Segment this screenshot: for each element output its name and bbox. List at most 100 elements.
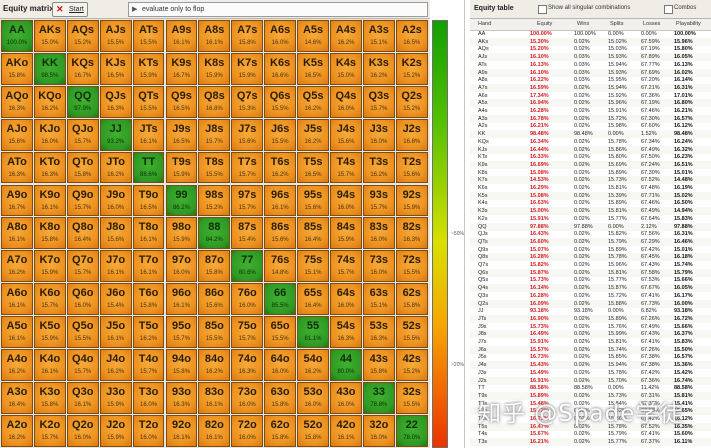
- hand-cell[interactable]: 62s 15.8%: [395, 283, 428, 316]
- hand-cell[interactable]: 75o 15.7%: [231, 316, 264, 348]
- pair-hand-cell[interactable]: 66 85.5%: [264, 283, 297, 316]
- table-row[interactable]: A4s 16.28% 0.02% 15.91% 67.46% 16.21%: [470, 107, 711, 115]
- table-row[interactable]: K5s 15.08% 0.02% 15.39% 67.71% 15.02%: [470, 191, 711, 200]
- hand-cell[interactable]: Q5s 16.2%: [297, 85, 329, 118]
- table-row[interactable]: K4s 16.63% 0.02% 15.89% 67.46% 16.50%: [470, 199, 711, 207]
- column-hand[interactable]: Hand: [478, 21, 492, 27]
- hand-cell[interactable]: J4o 16.2%: [99, 349, 132, 381]
- hand-cell[interactable]: Q8o 16.4%: [66, 217, 99, 250]
- table-row[interactable]: KJs 16.44% 0.02% 15.86% 67.49% 16.32%: [470, 145, 711, 154]
- table-row[interactable]: K6s 16.29% 0.02% 15.81% 67.48% 16.19%: [470, 184, 711, 192]
- table-row[interactable]: Q8s 16.28% 0.02% 15.78% 67.45% 16.18%: [470, 253, 711, 262]
- hand-cell[interactable]: T9o 16.5%: [132, 184, 165, 217]
- hand-cell[interactable]: K6o 15.7%: [33, 283, 66, 316]
- hand-cell[interactable]: T7s 15.7%: [231, 151, 264, 184]
- hand-cell[interactable]: 65o 15.5%: [264, 316, 297, 348]
- table-row[interactable]: J2s 16.91% 0.02% 15.70% 67.36% 16.74%: [470, 376, 711, 385]
- pair-hand-cell[interactable]: 99 86.2%: [165, 184, 198, 217]
- hand-cell[interactable]: J5s 16.2%: [297, 118, 329, 151]
- hand-cell[interactable]: 83s 16.0%: [362, 217, 395, 250]
- table-row[interactable]: A2s 16.21% 0.02% 15.98% 67.60% 16.12%: [470, 122, 711, 130]
- column-losses[interactable]: Losses: [643, 21, 661, 27]
- table-row[interactable]: Q3s 16.28% 0.02% 15.72% 67.41% 16.17%: [470, 292, 711, 300]
- hand-cell[interactable]: KQo 16.2%: [33, 85, 66, 118]
- hand-cell[interactable]: K2o 15.7%: [33, 414, 66, 447]
- table-row[interactable]: A8s 16.22% 0.03% 15.95% 67.20% 16.14%: [470, 76, 711, 84]
- table-row[interactable]: JJ 93.18% 93.18% 0.00% 6.82% 93.18%: [470, 307, 711, 315]
- hand-cell[interactable]: K9s 16.7%: [165, 52, 198, 85]
- hand-cell[interactable]: K3s 16.2%: [362, 52, 395, 85]
- hand-cell[interactable]: 43s 15.8%: [362, 349, 395, 381]
- hand-cell[interactable]: J3s 16.0%: [362, 118, 395, 151]
- hand-cell[interactable]: T5s 16.5%: [297, 151, 329, 184]
- table-row[interactable]: J7s 15.91% 0.02% 15.81% 67.41% 15.83%: [470, 338, 711, 346]
- hand-cell[interactable]: K8o 15.8%: [33, 217, 66, 250]
- hand-cell[interactable]: T4o 15.7%: [132, 349, 165, 381]
- hand-cell[interactable]: J8o 15.6%: [99, 217, 132, 250]
- hand-cell[interactable]: 82o 16.1%: [198, 414, 231, 447]
- table-row[interactable]: A9s 16.10% 0.03% 15.93% 67.69% 16.02%: [470, 68, 711, 77]
- hand-cell[interactable]: 63o 15.8%: [264, 381, 297, 414]
- hand-cell[interactable]: 84s 15.9%: [330, 217, 362, 250]
- hand-cell[interactable]: A6s 16.0%: [264, 20, 297, 52]
- hand-cell[interactable]: 95o 15.7%: [165, 316, 198, 348]
- hand-cell[interactable]: K7o 15.9%: [33, 250, 66, 283]
- pair-hand-cell[interactable]: AA 100.0%: [1, 20, 33, 52]
- hand-cell[interactable]: QJo 15.7%: [66, 118, 99, 151]
- table-row[interactable]: T4s 15.67% 0.02% 15.79% 67.41% 15.60%: [470, 430, 711, 438]
- hand-cell[interactable]: AQs 15.2%: [66, 20, 99, 52]
- hand-cell[interactable]: Q3o 16.1%: [66, 381, 99, 414]
- hand-cell[interactable]: T2o 16.0%: [132, 414, 165, 447]
- hand-cell[interactable]: 85s 16.4%: [297, 217, 329, 250]
- hand-cell[interactable]: Q6s 15.5%: [264, 85, 297, 118]
- table-row[interactable]: T6s 16.23% 0.02% 15.86% 67.42% 16.12%: [470, 415, 711, 423]
- hand-cell[interactable]: 94o 15.8%: [165, 349, 198, 381]
- table-row[interactable]: J8s 16.49% 0.02% 15.99% 67.43% 16.37%: [470, 330, 711, 339]
- hand-cell[interactable]: A2s 16.5%: [395, 20, 428, 52]
- table-row[interactable]: T9s 15.89% 0.02% 15.73% 67.31% 15.81%: [470, 391, 711, 400]
- pair-hand-cell[interactable]: 44 80.0%: [330, 349, 362, 381]
- table-row[interactable]: T5s 16.47% 0.02% 15.78% 67.52% 16.35%: [470, 422, 711, 431]
- pair-hand-cell[interactable]: 77 80.6%: [231, 250, 264, 283]
- table-row[interactable]: AQs 15.20% 0.02% 15.03% 67.19% 15.80%: [470, 45, 711, 53]
- hand-cell[interactable]: A5o 16.1%: [1, 316, 33, 348]
- hand-cell[interactable]: A4o 16.2%: [1, 349, 33, 381]
- hand-cell[interactable]: T3s 16.2%: [362, 151, 395, 184]
- hand-cell[interactable]: 62o 15.8%: [264, 414, 297, 447]
- table-row[interactable]: J3s 15.49% 0.02% 15.78% 67.42% 15.42%: [470, 369, 711, 377]
- hand-cell[interactable]: K6s 16.6%: [264, 52, 297, 85]
- pair-hand-cell[interactable]: TT 88.6%: [132, 151, 165, 184]
- hand-cell[interactable]: 74s 15.7%: [330, 250, 362, 283]
- combos-checkbox[interactable]: [664, 5, 673, 14]
- hand-cell[interactable]: AKo 15.8%: [1, 52, 33, 85]
- hand-cell[interactable]: Q8s 16.8%: [198, 85, 231, 118]
- hand-cell[interactable]: 63s 15.1%: [362, 283, 395, 316]
- hand-cell[interactable]: AJs 15.5%: [99, 20, 132, 52]
- table-row[interactable]: Q7s 15.82% 0.02% 15.96% 67.43% 15.74%: [470, 261, 711, 269]
- hand-cell[interactable]: 53s 16.3%: [362, 316, 395, 348]
- hand-cell[interactable]: AJo 15.6%: [1, 118, 33, 151]
- hand-cell[interactable]: J8s 15.7%: [198, 118, 231, 151]
- hand-cell[interactable]: T4s 15.7%: [330, 151, 362, 184]
- column-wins[interactable]: Wins: [577, 21, 590, 27]
- hand-cell[interactable]: Q2o 16.0%: [66, 414, 99, 447]
- hand-cell[interactable]: KJo 16.0%: [33, 118, 66, 151]
- hand-cell[interactable]: K5s 16.5%: [297, 52, 329, 85]
- hand-cell[interactable]: 84o 16.2%: [198, 349, 231, 381]
- table-row[interactable]: JTs 16.90% 0.02% 15.89% 67.26% 16.72%: [470, 314, 711, 323]
- hand-cell[interactable]: 97o 16.0%: [165, 250, 198, 283]
- table-row[interactable]: KTs 16.33% 0.02% 15.80% 67.50% 16.23%: [470, 153, 711, 161]
- hand-cell[interactable]: Q9o 15.7%: [66, 184, 99, 217]
- hand-cell[interactable]: ATs 15.5%: [132, 20, 165, 52]
- hand-cell[interactable]: Q3s 15.7%: [362, 85, 395, 118]
- pair-hand-cell[interactable]: 55 81.1%: [297, 316, 329, 348]
- pair-hand-cell[interactable]: 33 78.8%: [362, 381, 395, 414]
- hand-cell[interactable]: J7o 16.1%: [99, 250, 132, 283]
- table-row[interactable]: KK 98.48% 98.48% 0.00% 1.52% 98.48%: [470, 130, 711, 139]
- table-row[interactable]: AA 100.00% 100.00% 0.00% 0.00% 100.00%: [470, 30, 711, 38]
- hand-cell[interactable]: 86s 15.6%: [264, 217, 297, 250]
- hand-cell[interactable]: A7o 16.2%: [1, 250, 33, 283]
- table-row[interactable]: Q5s 15.73% 0.02% 15.77% 67.53% 15.66%: [470, 276, 711, 284]
- table-row[interactable]: Q2s 16.09% 0.02% 15.88% 67.73% 16.00%: [470, 299, 711, 308]
- hand-cell[interactable]: 72o 16.0%: [231, 414, 264, 447]
